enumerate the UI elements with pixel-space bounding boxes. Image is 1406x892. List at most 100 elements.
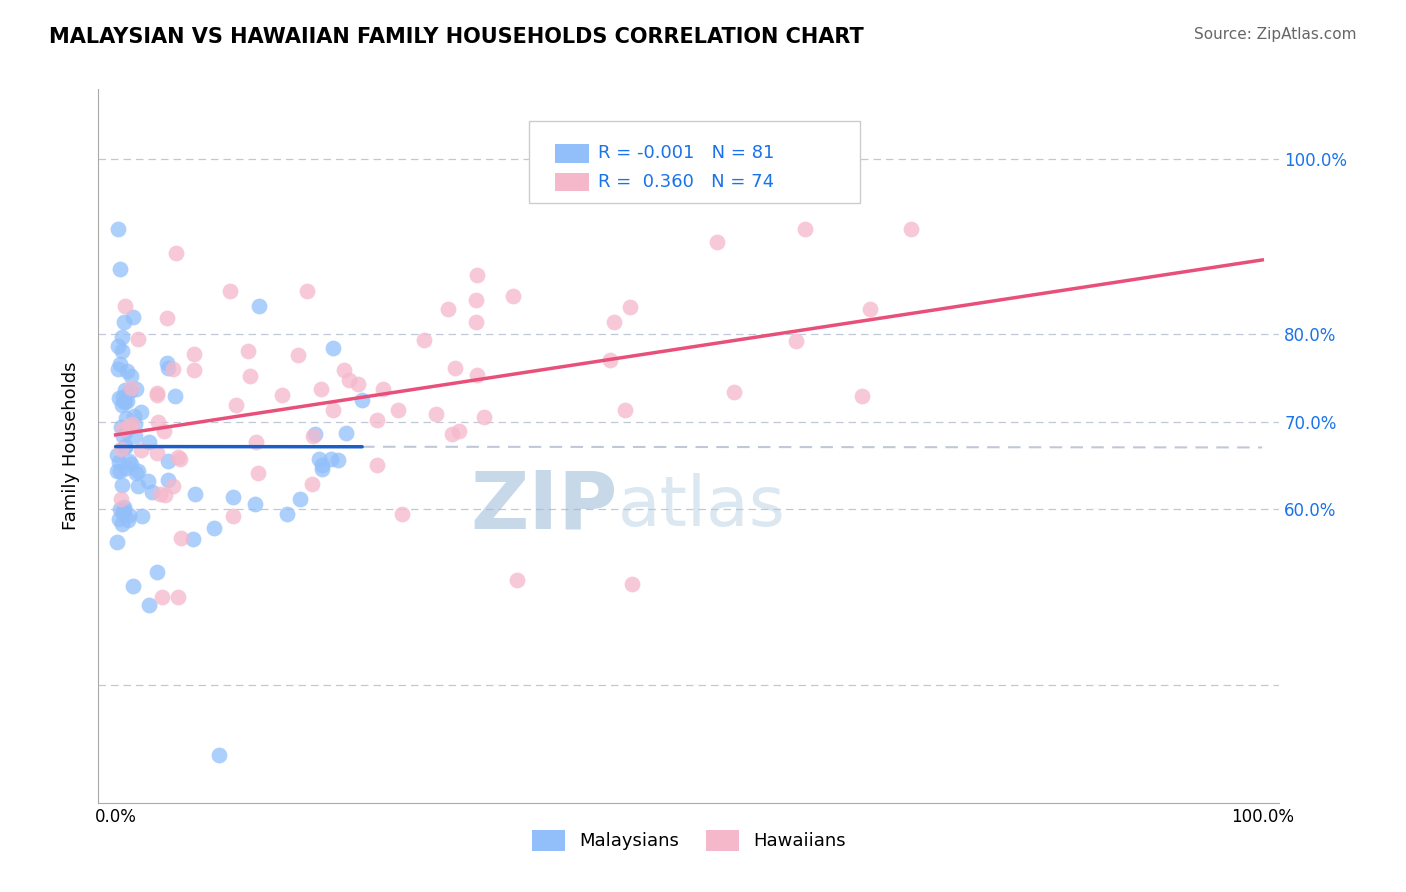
Point xyxy=(322,341,344,355)
Point xyxy=(121,310,143,324)
Point xyxy=(114,440,136,454)
Point xyxy=(107,455,129,469)
Point xyxy=(108,391,131,405)
Point xyxy=(153,488,176,502)
Point xyxy=(794,222,817,236)
Point xyxy=(110,517,132,532)
Point xyxy=(304,426,326,441)
Point xyxy=(114,461,136,475)
Point xyxy=(366,458,388,472)
Point xyxy=(502,289,524,303)
Point xyxy=(107,361,129,376)
Point xyxy=(112,315,135,329)
Point xyxy=(366,413,388,427)
Point xyxy=(239,369,262,384)
Point xyxy=(249,299,271,313)
Text: R = -0.001   N = 81: R = -0.001 N = 81 xyxy=(598,145,775,162)
Point xyxy=(112,390,135,404)
Point xyxy=(111,344,134,359)
Point xyxy=(108,261,131,276)
Point xyxy=(276,507,298,521)
Point xyxy=(333,363,356,377)
Point xyxy=(107,338,129,352)
Point xyxy=(146,388,169,402)
Point xyxy=(169,452,191,467)
Point xyxy=(467,268,489,282)
Point xyxy=(111,330,134,344)
Point xyxy=(308,452,330,467)
Point xyxy=(322,403,344,417)
Point xyxy=(115,424,138,438)
Point xyxy=(167,450,190,465)
Point xyxy=(122,579,145,593)
Point xyxy=(412,333,434,347)
Point xyxy=(156,474,179,488)
Point xyxy=(247,466,270,480)
Point xyxy=(328,453,350,467)
Point xyxy=(111,428,134,442)
Point xyxy=(156,360,179,375)
Point xyxy=(117,364,139,378)
Point xyxy=(108,464,131,478)
Point xyxy=(152,424,174,438)
Point xyxy=(157,453,180,467)
Point xyxy=(111,398,134,412)
Point xyxy=(465,315,488,329)
Point xyxy=(603,315,626,329)
Point xyxy=(120,368,142,383)
Point xyxy=(110,442,132,456)
Point xyxy=(162,362,184,376)
Point xyxy=(146,416,169,430)
FancyBboxPatch shape xyxy=(555,145,589,162)
Point xyxy=(114,299,136,313)
Point xyxy=(447,424,470,438)
Point xyxy=(156,311,179,326)
Point xyxy=(105,534,128,549)
Point xyxy=(614,403,637,417)
Text: ZIP: ZIP xyxy=(471,467,619,546)
Point xyxy=(236,343,259,358)
Point xyxy=(900,222,922,236)
Point xyxy=(319,451,342,466)
Point xyxy=(136,474,159,488)
Point xyxy=(114,410,136,425)
Point xyxy=(115,394,138,409)
Point xyxy=(167,590,190,604)
Point xyxy=(436,301,458,316)
Point xyxy=(181,532,204,546)
Point xyxy=(183,363,205,377)
Point xyxy=(117,418,139,433)
Point xyxy=(118,508,141,522)
Point xyxy=(309,382,332,396)
Point xyxy=(120,380,142,394)
Point xyxy=(108,357,131,371)
Point xyxy=(127,332,149,346)
Point xyxy=(138,598,160,612)
Point xyxy=(163,389,186,403)
Point xyxy=(110,420,132,434)
Point xyxy=(156,355,179,369)
Point xyxy=(150,590,173,604)
Point xyxy=(391,507,413,521)
Point xyxy=(112,503,135,517)
Point xyxy=(170,531,193,545)
Point xyxy=(350,392,373,407)
Point xyxy=(287,348,309,362)
Point xyxy=(225,398,247,412)
Point xyxy=(619,300,641,314)
Point xyxy=(290,491,312,506)
Point xyxy=(118,454,141,468)
Point xyxy=(440,426,463,441)
Point xyxy=(107,222,129,236)
Point xyxy=(124,382,146,396)
Text: atlas: atlas xyxy=(619,473,786,541)
Point xyxy=(184,487,207,501)
Point xyxy=(295,285,318,299)
Point xyxy=(111,422,134,436)
Point xyxy=(125,466,148,480)
Text: Source: ZipAtlas.com: Source: ZipAtlas.com xyxy=(1194,27,1357,42)
Legend: Malaysians, Hawaiians: Malaysians, Hawaiians xyxy=(524,822,853,858)
Point xyxy=(114,438,136,452)
Point xyxy=(112,505,135,519)
Point xyxy=(335,425,357,440)
